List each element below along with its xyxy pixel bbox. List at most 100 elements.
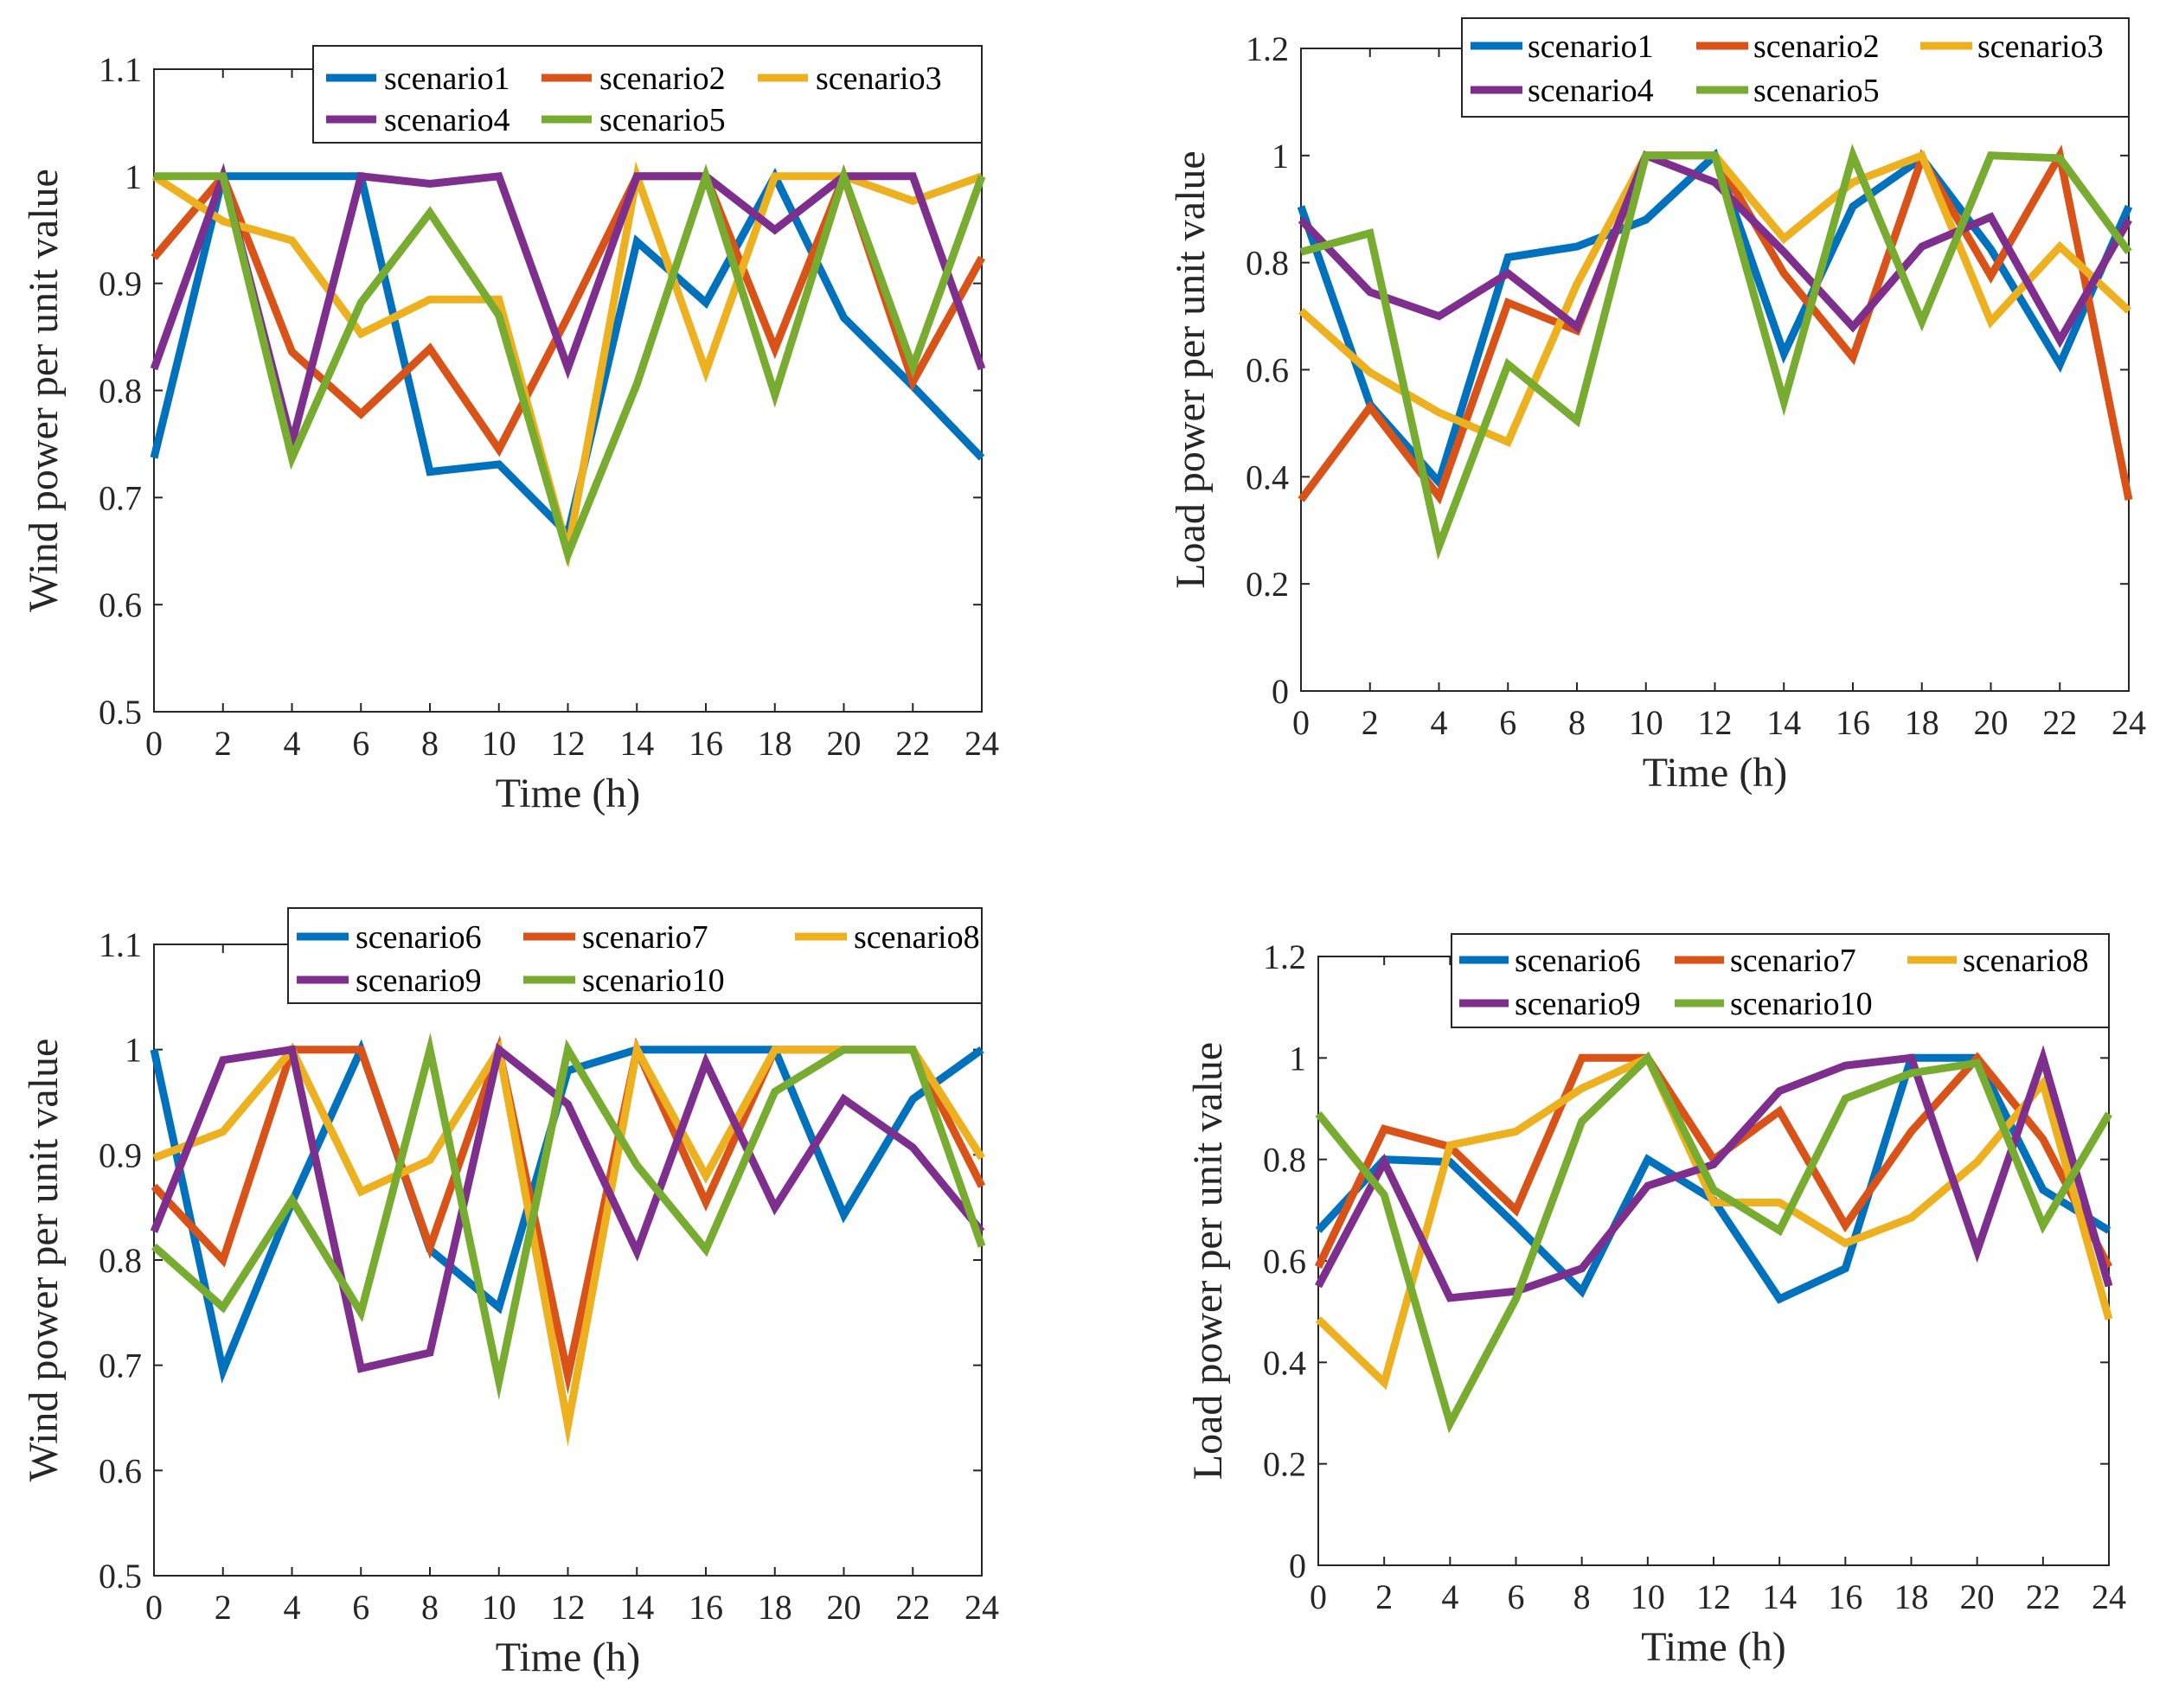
legend-label: scenario1 (1528, 29, 1654, 65)
series-line-scenario10 (151, 1033, 986, 1400)
y-tick-label: 0.8 (1263, 1141, 1306, 1180)
y-tick-label: 0.7 (99, 1347, 142, 1385)
y-tick-label: 0.4 (1246, 457, 1289, 496)
legend-item-scenario3: scenario3 (1920, 29, 2104, 65)
x-tick-label: 20 (827, 1588, 862, 1627)
x-tick-label: 0 (1292, 703, 1310, 742)
y-tick-label: 0.2 (1246, 565, 1289, 604)
y-tick-label: 0.8 (1246, 244, 1289, 283)
plot-area (153, 944, 983, 1577)
x-tick-label: 22 (2026, 1577, 2060, 1616)
legend-label: scenario5 (1753, 73, 1880, 109)
legend-item-scenario9: scenario9 (1459, 986, 1641, 1022)
x-tick-label: 8 (1573, 1577, 1591, 1616)
legend-item-scenario7: scenario7 (1675, 943, 1856, 979)
legend-label: scenario6 (1515, 943, 1641, 979)
x-tick-label: 20 (1960, 1577, 1995, 1616)
y-tick-label: 1.1 (99, 50, 142, 89)
y-tick-label: 1 (1289, 1039, 1306, 1078)
y-axis-label: Load power per unit value (1185, 1042, 1231, 1480)
wind-power-chart-2: 0 2 4 6 8 10 12 14 16 18 20 22 240.50.60.70.80.911.1… (21, 907, 999, 1680)
y-tick-label: 0.6 (99, 585, 142, 624)
legend: scenario6 scenario7 scenario8 scenario9 scen… (287, 907, 983, 1004)
x-tick-label: 18 (758, 1588, 792, 1627)
y-tick-label: 0 (1289, 1546, 1306, 1585)
y-tick-label: 0.6 (1246, 351, 1289, 390)
legend-item-scenario1: scenario1 (1471, 29, 1654, 65)
y-tick-label: 0.9 (99, 1135, 142, 1174)
y-tick-label: 0 (1272, 672, 1289, 711)
x-tick-label: 10 (1629, 703, 1663, 742)
x-tick-label: 12 (1698, 703, 1733, 742)
legend: scenario1 scenario2 scenario3 scenario4 scen… (1461, 17, 2130, 118)
legend-label: scenario2 (1753, 29, 1880, 65)
y-tick-label: 0.2 (1263, 1445, 1306, 1484)
y-tick-label: 0.8 (99, 1241, 142, 1280)
x-tick-label: 16 (1836, 703, 1870, 742)
x-axis-label: Time (h) (496, 1634, 641, 1680)
y-tick-label: 1 (1272, 137, 1289, 176)
legend-label: scenario4 (384, 102, 510, 138)
plot-area (1300, 48, 2130, 692)
x-tick-label: 0 (145, 1588, 163, 1627)
x-tick-label: 18 (1894, 1577, 1929, 1616)
x-tick-label: 2 (1375, 1577, 1393, 1616)
load-power-chart-1: 0 2 4 6 8 10 12 14 16 18 20 22 2400.20.40.60.811.2Ti… (1168, 17, 2146, 796)
x-tick-label: 22 (895, 1588, 930, 1627)
y-tick-label: 1 (125, 1031, 142, 1070)
series-line-scenario5 (1299, 144, 2132, 560)
legend-label: scenario7 (1730, 943, 1856, 979)
legend-label: scenario5 (599, 102, 726, 138)
x-tick-label: 2 (215, 1588, 232, 1627)
y-axis-label: Load power per unit value (1168, 150, 1214, 588)
x-tick-label: 16 (689, 1588, 723, 1627)
y-tick-label: 1 (125, 157, 142, 196)
series-line-scenario10 (1315, 1051, 2112, 1434)
x-tick-label: 6 (1499, 703, 1516, 742)
x-axis-label: Time (h) (496, 771, 641, 816)
legend: scenario1 scenario2 scenario3 scenario4 scen… (312, 45, 983, 144)
legend-label: scenario10 (582, 963, 725, 999)
x-axis-label: Time (h) (1641, 1624, 1786, 1670)
series-line-scenario8 (1315, 1052, 2113, 1391)
x-tick-label: 14 (619, 724, 654, 763)
legend-item-scenario5: scenario5 (1696, 73, 1880, 109)
legend-box (1461, 17, 2130, 118)
y-tick-label: 0.5 (99, 1557, 142, 1596)
x-tick-label: 6 (352, 1588, 369, 1627)
legend-label: scenario9 (356, 963, 482, 999)
legend-label: scenario6 (356, 919, 482, 956)
legend-item-scenario5: scenario5 (542, 102, 726, 138)
x-tick-label: 4 (284, 724, 301, 763)
plot-area (1317, 956, 2110, 1566)
legend-label: scenario3 (1977, 29, 2104, 65)
y-tick-label: 0.6 (99, 1451, 142, 1490)
x-tick-label: 12 (1696, 1577, 1731, 1616)
y-tick-label: 0.4 (1263, 1343, 1306, 1382)
legend-label: scenario9 (1515, 986, 1641, 1022)
legend-item-scenario9: scenario9 (297, 963, 482, 999)
x-tick-label: 24 (2092, 1577, 2126, 1616)
legend-box (312, 45, 983, 144)
x-tick-label: 20 (1974, 703, 2009, 742)
x-tick-label: 2 (215, 724, 232, 763)
legend-label: scenario7 (582, 919, 708, 956)
x-tick-label: 22 (2042, 703, 2077, 742)
legend-label: scenario4 (1528, 73, 1654, 109)
legend-label: scenario8 (854, 919, 980, 956)
legend-label: scenario10 (1730, 986, 1873, 1022)
x-tick-label: 18 (1905, 703, 1939, 742)
legend-item-scenario8: scenario8 (1907, 943, 2089, 979)
legend-item-scenario4: scenario4 (1471, 73, 1654, 109)
series-line-scenario9 (1315, 1045, 2113, 1302)
x-tick-label: 4 (1431, 703, 1448, 742)
x-tick-label: 18 (758, 724, 792, 763)
x-tick-label: 6 (352, 724, 369, 763)
y-tick-label: 0.6 (1263, 1242, 1306, 1281)
legend-item-scenario4: scenario4 (326, 102, 510, 138)
legend-label: scenario8 (1963, 943, 2089, 979)
legend-item-scenario2: scenario2 (542, 61, 726, 97)
x-tick-label: 14 (1766, 703, 1801, 742)
x-tick-label: 0 (145, 724, 163, 763)
